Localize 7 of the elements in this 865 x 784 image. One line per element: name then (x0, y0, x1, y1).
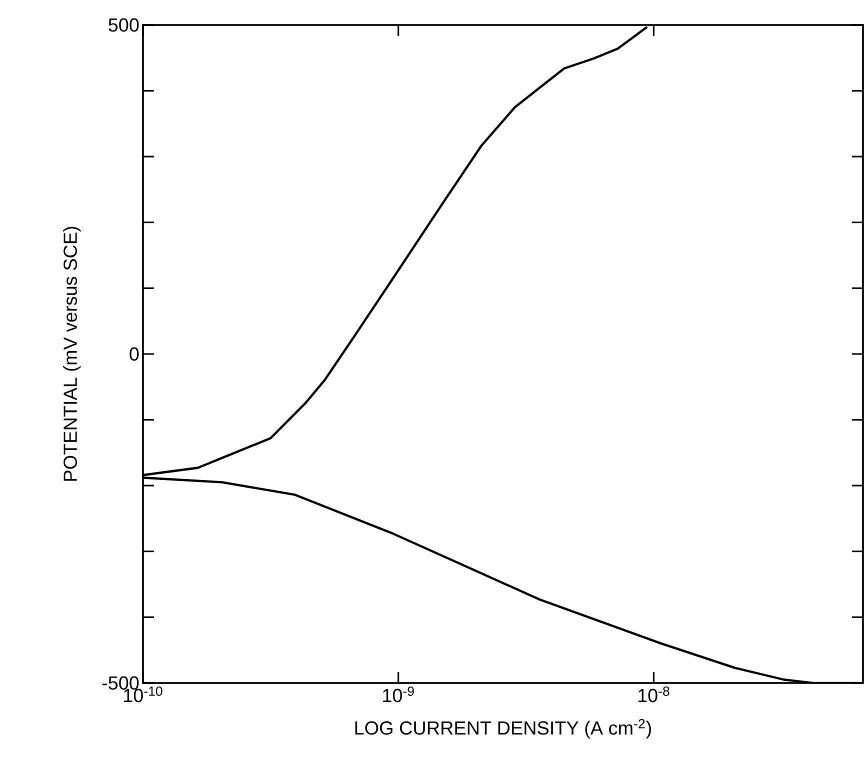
x-tick-label: 10$^{-9}$ (383, 686, 414, 702)
y-tick-label: 500 (108, 18, 139, 32)
y-tick-label: -500 (102, 676, 139, 690)
x-axis-title: LOG CURRENT DENSITY (A cm$^{-2}$) (355, 719, 651, 738)
x-tick-label: 10$^{-8}$ (638, 686, 670, 702)
y-axis-title: POTENTIAL (mV versus SCE) (63, 226, 81, 481)
y-tick-label: 0 (130, 347, 139, 361)
